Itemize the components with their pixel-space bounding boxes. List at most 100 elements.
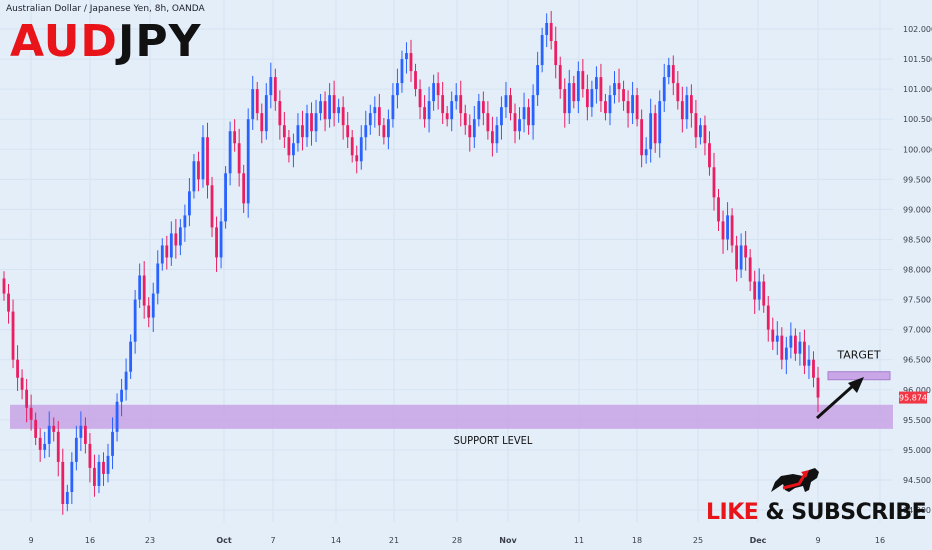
candle-body <box>52 425 56 432</box>
price-tick-label: 96.500 <box>903 356 931 365</box>
candle-body <box>97 461 101 486</box>
candle-body <box>798 341 802 354</box>
candle-body <box>558 65 562 90</box>
price-tick-label: 94.500 <box>903 476 931 485</box>
subscribe-text: & SUBSCRIBE <box>758 500 927 525</box>
candle-body <box>775 335 779 342</box>
candle-body <box>20 377 24 390</box>
candle-body <box>386 119 390 138</box>
candle-body <box>328 95 332 120</box>
candle-body <box>61 461 65 504</box>
candle-body <box>567 83 571 114</box>
candle-body <box>88 443 92 468</box>
last-price-label: 95.874 <box>899 394 927 403</box>
candle-body <box>400 59 404 84</box>
candle-body <box>337 107 341 114</box>
candle-body <box>748 257 752 282</box>
candle-body <box>319 101 322 114</box>
candles-layer <box>2 10 820 515</box>
last-price-tag <box>899 391 927 404</box>
candle-body <box>658 101 662 144</box>
candle-body <box>215 227 218 258</box>
candle-body <box>160 245 164 264</box>
candle-body <box>147 305 151 318</box>
candle-body <box>689 95 693 114</box>
candle-body <box>273 77 277 102</box>
candle-body <box>717 197 720 222</box>
candle-body <box>590 89 594 108</box>
candle-body <box>332 95 336 114</box>
candle-body <box>604 101 607 114</box>
candle-body <box>427 101 431 120</box>
candle-body <box>174 233 178 246</box>
candle-body <box>536 65 540 96</box>
candle-body <box>396 83 399 96</box>
candle-body <box>373 107 377 114</box>
candle-body <box>599 77 603 102</box>
candle-body <box>432 83 436 102</box>
candle-body <box>188 191 191 216</box>
target-zone <box>827 371 891 381</box>
candle-body <box>7 293 10 312</box>
candle-body <box>142 275 146 306</box>
candle-body <box>120 389 123 402</box>
price-tick-label: 100.000 <box>903 145 932 154</box>
candle-body <box>11 311 15 360</box>
candle-body <box>631 95 634 114</box>
time-tick-label: 18 <box>632 536 642 545</box>
candle-body <box>653 113 657 144</box>
candle-body <box>504 95 508 108</box>
candle-body <box>549 22 553 42</box>
candle-body <box>454 95 458 102</box>
candle-body <box>694 113 698 138</box>
candle-body <box>74 437 78 462</box>
candle-body <box>34 419 38 438</box>
candle-body <box>341 107 345 126</box>
chart-annotations: SUPPORT LEVEL TARGET <box>454 349 881 447</box>
support-zone <box>10 404 893 429</box>
candle-body <box>233 131 237 144</box>
candle-body <box>151 293 155 318</box>
time-tick-label: Dec <box>750 536 767 545</box>
candle-body <box>703 125 707 144</box>
candle-body <box>576 71 580 102</box>
candle-body <box>278 101 282 126</box>
candle-body <box>292 143 295 156</box>
price-tick-label: 96.000 <box>903 386 931 395</box>
candle-body <box>301 125 304 138</box>
candle-body <box>626 101 630 114</box>
candle-body <box>246 119 250 204</box>
candle-body <box>445 113 449 120</box>
candle-body <box>563 89 567 114</box>
candle-body <box>735 245 739 270</box>
candle-body <box>463 113 467 126</box>
candle-body <box>264 95 268 132</box>
candle-body <box>260 113 264 132</box>
candle-body <box>730 215 734 246</box>
candle-body <box>197 161 200 180</box>
candle-body <box>346 125 350 138</box>
candle-body <box>359 137 363 162</box>
brand-part-aud: AUD <box>10 16 118 67</box>
candle-body <box>391 95 395 120</box>
candle-body <box>355 155 359 162</box>
candle-body <box>554 41 558 66</box>
candle-body <box>644 149 648 156</box>
candle-body <box>129 341 133 372</box>
candle-body <box>812 359 815 378</box>
candle-body <box>255 89 259 114</box>
candle-body <box>531 95 535 126</box>
support-level-label: SUPPORT LEVEL <box>454 434 533 447</box>
time-axis: 9 16 23 Oct 7 14 21 28 Nov 11 18 25 Dec 9 16 <box>28 536 885 545</box>
candle-body <box>165 245 169 258</box>
brand-part-jpy: JPY <box>117 16 202 67</box>
candle-body <box>111 431 114 456</box>
candle-body <box>712 167 716 198</box>
candle-body <box>477 101 481 120</box>
candle-body <box>206 137 209 186</box>
candle-body <box>210 185 214 228</box>
candle-body <box>789 335 793 348</box>
candle-body <box>545 22 549 36</box>
candle-body <box>93 467 96 486</box>
candle-body <box>423 107 426 120</box>
